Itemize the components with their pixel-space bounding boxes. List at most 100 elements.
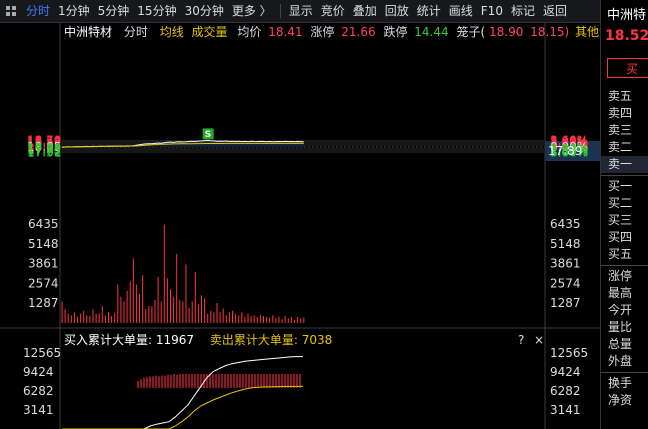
grid-icon[interactable] xyxy=(0,0,22,22)
volume-label: 成交量 xyxy=(192,24,228,39)
price-tick: 17.83 xyxy=(27,142,61,156)
percent-tick: 1.20% xyxy=(550,142,588,156)
cage-label: 笼子( xyxy=(456,24,485,39)
percent-tick: 2.40% xyxy=(550,144,588,158)
big-order-tick-right: 6282 xyxy=(550,384,581,398)
price-tick: 17.51 xyxy=(27,145,61,159)
help-icon[interactable]: ? xyxy=(518,333,524,347)
mark-button[interactable]: 标记 xyxy=(510,4,535,18)
intraday-chart[interactable]: 18.7018.5918.4818.3818.2718.1618.0517.94… xyxy=(0,23,600,429)
buy-cumulative-line xyxy=(62,356,303,429)
ask-level-3: 卖三 xyxy=(608,123,633,137)
ask-level-4: 卖四 xyxy=(608,106,633,120)
stat-turnover: 换手 xyxy=(608,376,633,390)
tab-intraday[interactable]: 分时 xyxy=(26,4,51,18)
big-order-tick: 6282 xyxy=(23,384,54,398)
tab-15min[interactable]: 15分钟 xyxy=(137,4,177,18)
percent-tick: 1.80% xyxy=(550,137,588,151)
bid-level-3: 买三 xyxy=(608,213,633,227)
percent-tick: 1.20% xyxy=(550,138,588,152)
price-tick: 18.05 xyxy=(27,140,61,154)
limit-up-value: 21.66 xyxy=(341,25,375,39)
big-order-tick-right: 12565 xyxy=(550,346,588,360)
ask-level-1: 卖一 xyxy=(601,156,648,173)
volume-tick-right: 5148 xyxy=(550,237,581,251)
quote-stock-name: 中洲特 xyxy=(607,8,647,23)
period-toolbar: 分时 1分钟 5分钟 15分钟 30分钟 更多 〉 显示 竞价 叠加 回放 统计… xyxy=(0,0,600,23)
back-button[interactable]: 返回 xyxy=(542,4,567,18)
stat-outer-volume: 外盘 xyxy=(608,354,633,368)
statistics-button[interactable]: 统计 xyxy=(416,4,441,18)
limit-up-label: 涨停 xyxy=(310,24,334,39)
buy-button[interactable]: 买 xyxy=(607,58,648,78)
price-tick: 18.27 xyxy=(27,138,61,152)
svg-text:中洲特材 分时 均线 成交量: 中洲特材 分时 均线 成交量 均价 18.41 涨停 21.66 跌停 14.4… xyxy=(64,24,600,39)
big-order-tick: 12565 xyxy=(23,346,61,360)
volume-tick-right: 1287 xyxy=(550,296,581,310)
ask-level-5: 卖五 xyxy=(608,89,633,103)
cage-high: 18.90 xyxy=(489,25,523,39)
percent-tick: 2.40% xyxy=(550,136,588,150)
quote-panel: 中洲特 18.52 买 卖五 卖四 卖三 卖二 卖一 买一 买二 买三 买四 买… xyxy=(600,0,648,429)
percent-tick: 3.00% xyxy=(550,135,588,149)
big-order-tick: 3141 xyxy=(23,403,54,417)
avg-line-label: 均线 xyxy=(160,25,184,39)
other-amount-label: 其他金额 xyxy=(575,24,600,39)
stat-open: 今开 xyxy=(608,303,633,317)
sell-cumulative-line xyxy=(62,385,303,429)
tab-30min[interactable]: 30分钟 xyxy=(184,4,224,18)
quote-divider xyxy=(601,175,648,176)
volume-tick: 2574 xyxy=(28,276,59,290)
signal-marker[interactable] xyxy=(202,128,214,140)
stat-high: 最高 xyxy=(608,286,633,300)
price-tick: 17.73 xyxy=(27,143,61,157)
overlay-button[interactable]: 叠加 xyxy=(352,4,377,18)
cage-low: 18.15) xyxy=(530,25,569,39)
bid-level-1: 买一 xyxy=(608,179,633,193)
tab-more[interactable]: 更多 〉 xyxy=(231,4,272,18)
buy-cumulative-value: 11967 xyxy=(156,333,194,347)
tab-1min[interactable]: 1分钟 xyxy=(58,4,90,18)
price-tick: 18.16 xyxy=(27,139,61,153)
volume-tick-right: 3861 xyxy=(550,257,581,271)
percent-tick: 1.80% xyxy=(550,143,588,157)
average-price-line xyxy=(61,142,304,148)
percent-tick: 0.00% xyxy=(550,140,588,154)
sell-cumulative-value: 7038 xyxy=(302,333,333,347)
ask-level-2: 卖二 xyxy=(608,140,633,154)
avg-price-value: 18.41 xyxy=(268,25,302,39)
limit-down-label: 跌停 xyxy=(383,24,407,39)
current-price-tag: 17.89 xyxy=(548,144,582,158)
volume-tick-right: 6435 xyxy=(550,217,581,231)
bid-level-5: 买五 xyxy=(608,247,633,261)
price-tick: 18.48 xyxy=(27,136,61,150)
price-tick: 18.38 xyxy=(27,137,61,151)
percent-tick: 3.00% xyxy=(550,145,588,159)
price-tick: 18.59 xyxy=(27,135,61,149)
replay-button[interactable]: 回放 xyxy=(384,4,409,18)
percent-tick: 0.60% xyxy=(550,139,588,153)
svg-text:买入累计大单量: 11967 卖出累计大单: 买入累计大单量: 11967 卖出累计大单量: 7038 xyxy=(64,333,332,347)
close-icon[interactable]: × xyxy=(534,333,544,347)
bid-level-2: 买二 xyxy=(608,196,633,210)
sell-cumulative-label: 卖出累计大单量: xyxy=(210,333,302,347)
bid-level-4: 买四 xyxy=(608,230,633,244)
quote-price: 18.52 xyxy=(605,28,648,44)
avg-price-label: 均价 xyxy=(237,25,261,39)
big-order-tick: 9424 xyxy=(23,365,54,379)
draw-line-button[interactable]: 画线 xyxy=(448,4,473,18)
f10-button[interactable]: F10 xyxy=(480,4,503,18)
price-tick: 18.70 xyxy=(27,134,61,148)
stock-name: 中洲特材 xyxy=(64,24,112,39)
auction-button[interactable]: 竞价 xyxy=(320,4,345,18)
display-button[interactable]: 显示 xyxy=(288,4,313,18)
volume-tick-right: 2574 xyxy=(550,276,581,290)
stat-net-assets: 净资 xyxy=(608,393,633,407)
big-order-tick-right: 9424 xyxy=(550,365,581,379)
price-tick: 17.62 xyxy=(27,144,61,158)
tab-5min[interactable]: 5分钟 xyxy=(97,4,130,18)
signal-marker-label: S xyxy=(205,130,211,140)
limit-down-value: 14.44 xyxy=(414,25,448,39)
price-tick: 17.94 xyxy=(27,141,61,155)
stat-volume-ratio: 量比 xyxy=(608,320,633,334)
